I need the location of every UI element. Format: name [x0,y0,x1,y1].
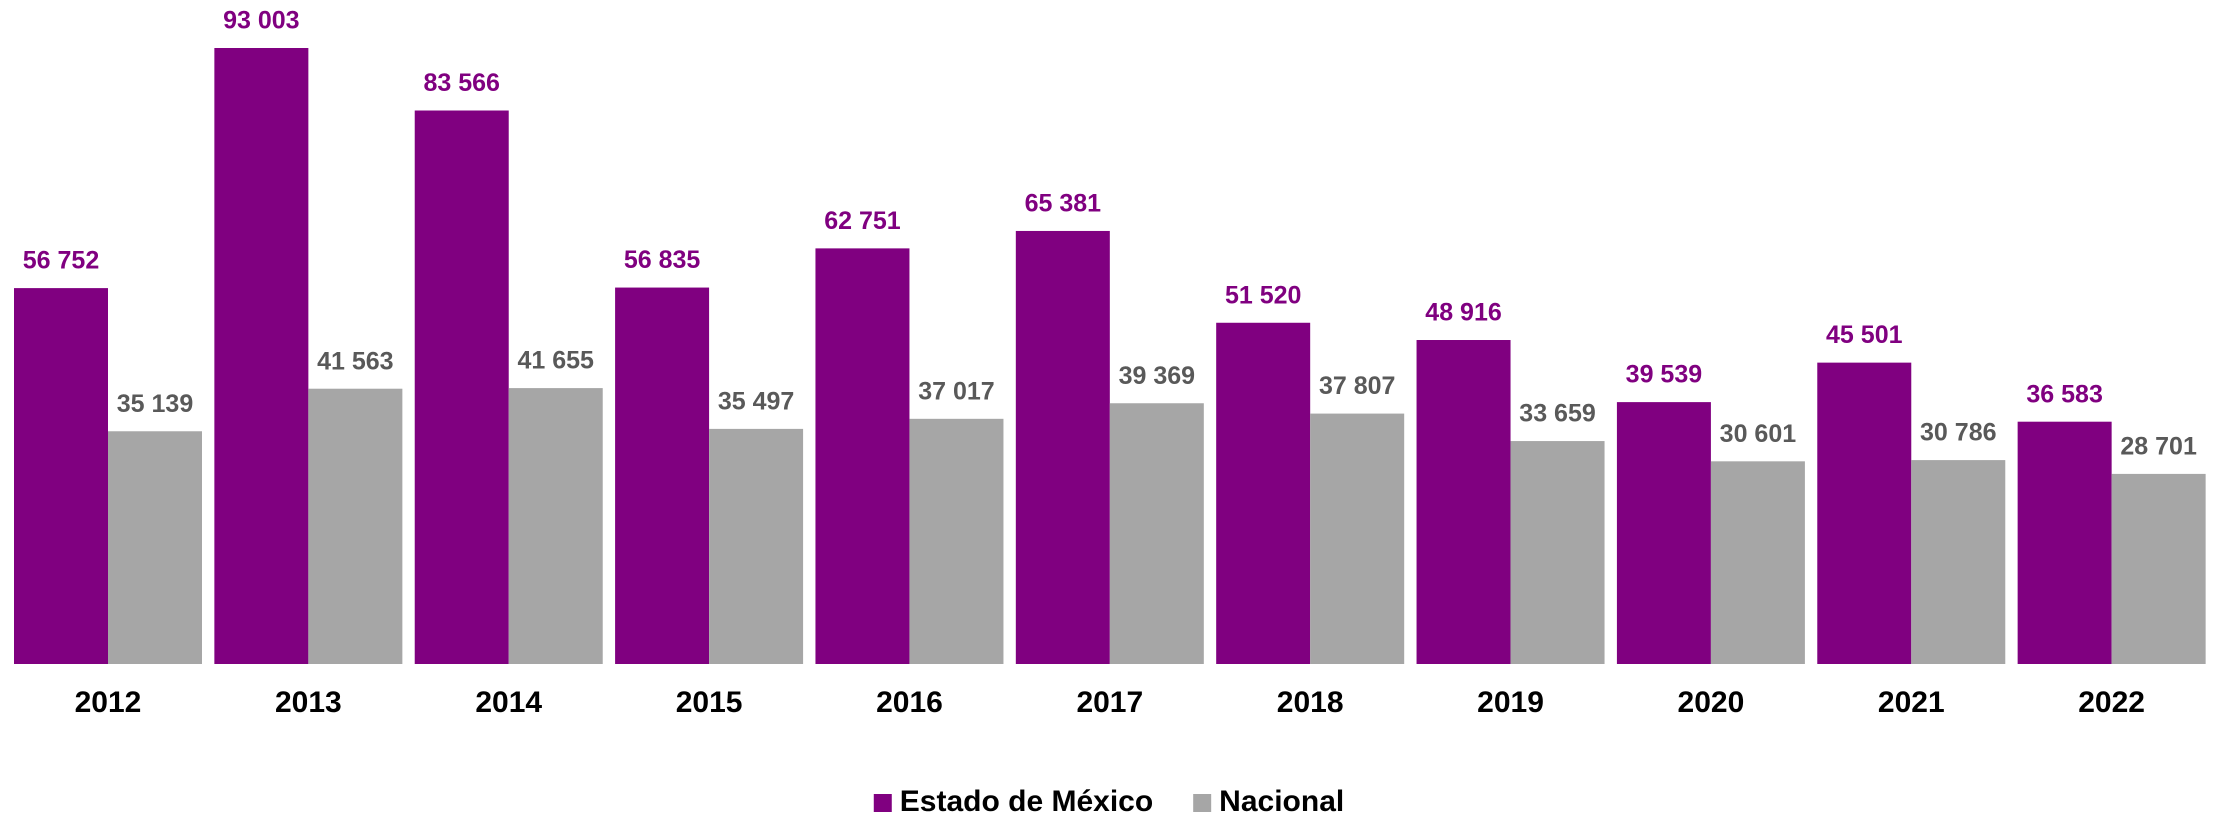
bar [1710,461,1805,664]
value-label: 83 566 [423,69,499,97]
bar [1216,322,1311,664]
value-label: 37 017 [918,377,994,405]
value-label: 33 659 [1519,400,1595,428]
value-label: 51 520 [1225,281,1301,309]
bar [1911,460,2006,664]
value-label: 37 807 [1319,372,1395,400]
value-label: 28 701 [2120,433,2197,461]
x-tick-label: 2013 [275,686,342,719]
bar [308,388,403,664]
x-tick-label: 2017 [1076,686,1143,719]
value-label: 36 583 [2026,380,2102,408]
value-label: 56 835 [624,246,701,274]
bar [2017,421,2112,664]
x-tick-label: 2020 [1678,686,1745,719]
bar [1416,340,1511,664]
value-label: 93 003 [223,7,299,35]
value-label: 39 539 [1626,361,1702,389]
x-tick-label: 2018 [1277,686,1344,719]
legend-swatch [1193,794,1212,812]
bar [1015,230,1110,664]
x-tick-label: 2015 [676,686,743,719]
legend-swatch [873,794,892,812]
bar [108,431,202,664]
bar [508,388,603,664]
x-tick-label: 2012 [75,686,142,719]
bar [2111,473,2206,664]
bar [1616,402,1711,664]
value-label: 62 751 [824,207,901,235]
bar [1510,441,1605,664]
bar [815,248,910,664]
x-tick-label: 2019 [1477,686,1544,719]
bar [414,110,509,664]
value-label: 48 916 [1425,299,1501,327]
value-label: 65 381 [1025,190,1102,218]
value-label: 56 752 [23,247,99,275]
bar [14,288,108,664]
value-label: 35 139 [117,390,193,418]
value-label: 30 786 [1920,419,1996,447]
x-tick-label: 2021 [1878,686,1945,719]
bar [709,428,804,664]
bar [615,287,710,664]
bar [214,48,309,664]
x-tick-label: 2016 [876,686,943,719]
x-tick-label: 2022 [2078,686,2145,719]
legend-label: Nacional [1219,785,1344,818]
legend-label: Estado de México [900,785,1153,818]
bar [1310,413,1405,664]
value-label: 35 497 [718,387,794,415]
bar [1109,403,1204,664]
value-label: 41 563 [317,347,393,375]
value-label: 39 369 [1119,362,1195,390]
value-label: 45 501 [1826,321,1903,349]
x-tick-label: 2014 [475,686,542,719]
bar [909,418,1004,664]
bar [1817,362,1912,664]
value-label: 41 655 [517,347,594,375]
value-label: 30 601 [1720,420,1797,448]
